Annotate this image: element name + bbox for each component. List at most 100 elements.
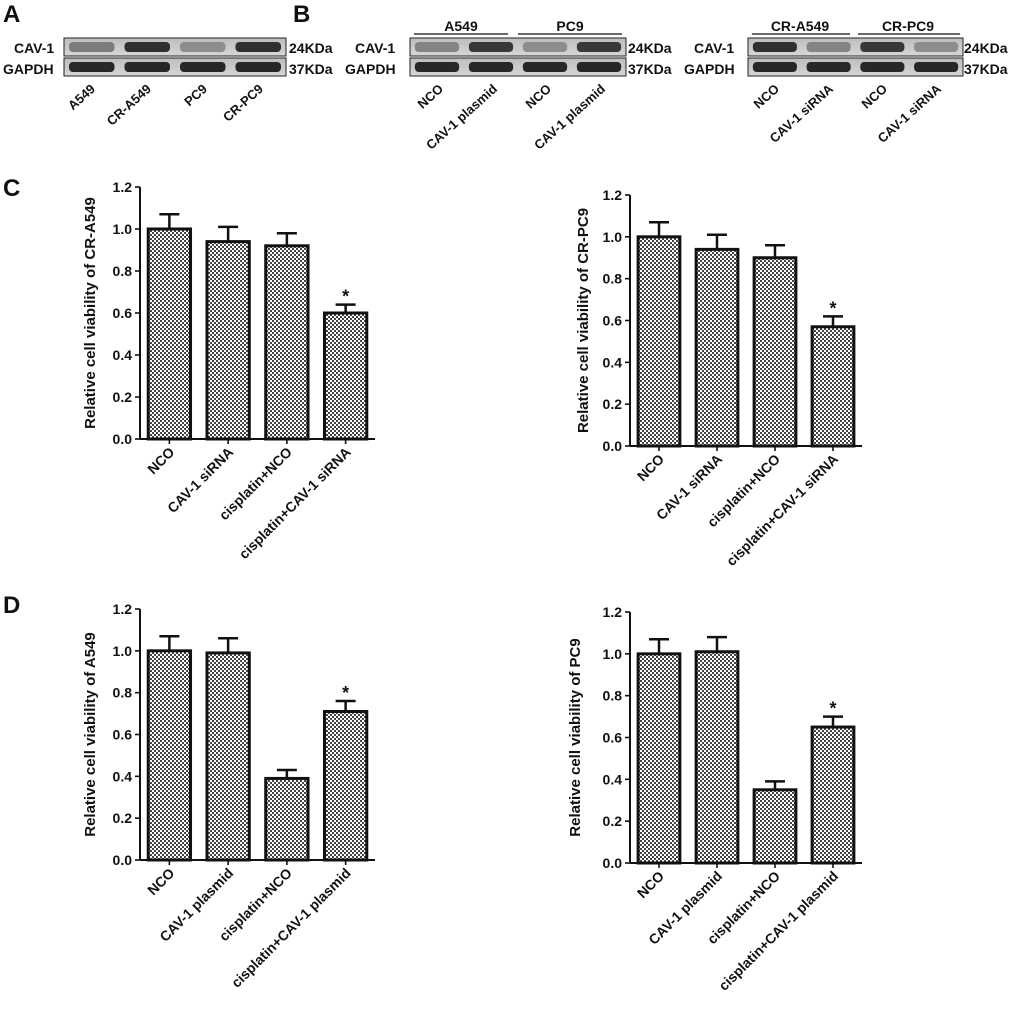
panel-label-a: A: [3, 1, 20, 28]
c_right-ytick-label-4: 0.8: [603, 271, 623, 287]
blot-b-left-cav1-band-1: [414, 41, 460, 53]
blot-b-left-row-label-cav1: CAV-1: [355, 40, 395, 56]
c_left-ytick-label-2: 0.4: [113, 347, 133, 363]
d_right-significance-4: *: [829, 699, 836, 719]
c_left-ytick-label-0: 0.0: [113, 431, 133, 447]
d_left-ytick-label-4: 0.8: [113, 685, 133, 701]
chart-c-left: 0.0 0.2 0.4 0.6 0.8 1.0 1.2 Relative cell viabi…: [82, 179, 375, 562]
d_right-bar-4: [810, 725, 856, 865]
blot-b-left-row-label-gapdh: GAPDH: [345, 61, 396, 77]
c_right-bar-1: [636, 235, 682, 448]
d_left-ytick-label-2: 0.4: [113, 768, 133, 784]
c_right-bar-4: [810, 325, 856, 448]
blot-b-right: CR-A549 CR-PC9 CAV-1 GAPDH 24KDa 37KDa N…: [684, 18, 1008, 146]
c_right-ytick-label-1: 0.2: [603, 396, 623, 412]
blot-b-right-gapdh-band-2: [806, 61, 851, 73]
c_left-category-4: cisplatin+CAV-1 siRNA: [236, 444, 354, 562]
d_right-ytick-label-5: 1.0: [603, 646, 623, 662]
blot-b-left-gapdh-band-4: [576, 61, 622, 73]
blot-b-left-group-2: PC9: [556, 18, 583, 34]
c_right-ytick-label-0: 0.0: [603, 438, 623, 454]
blot-a-row-label-gapdh: GAPDH: [3, 61, 54, 77]
c_right-bar-2: [694, 247, 740, 448]
blot-b-right-strip-cav1: [747, 37, 964, 57]
c_right-ylabel: Relative cell viability of CR-PC9: [575, 208, 592, 433]
blot-a-gapdh-band-4: [235, 61, 282, 73]
blot-b-left-cav1-band-2: [468, 41, 514, 53]
blot-b-left-gapdh-band-3: [522, 61, 568, 73]
blot-b-right-cav1-band-4: [914, 41, 959, 53]
c_left-significance-4: *: [342, 287, 349, 307]
blot-b-left-gapdh-band-1: [414, 61, 460, 73]
c_left-ylabel: Relative cell viability of CR-A549: [82, 197, 99, 429]
c_right-category-1: NCO: [634, 451, 667, 484]
c_left-ytick-label-3: 0.6: [113, 305, 133, 321]
blot-b-right-lane-1: NCO: [751, 81, 783, 111]
blot-b-right-row-label-cav1: CAV-1: [694, 40, 734, 56]
c_left-ytick-label-5: 1.0: [113, 221, 133, 237]
blot-a-row-label-cav1: CAV-1: [14, 40, 54, 56]
blot-b-right-group-2: CR-PC9: [882, 18, 934, 34]
blot-b-right-gapdh-band-4: [914, 61, 959, 73]
blot-a-gapdh-band-3: [179, 61, 226, 73]
blot-b-left-mw-24: 24KDa: [628, 40, 672, 56]
blot-b-right-group-1: CR-A549: [771, 18, 830, 34]
d_right-bar-2: [694, 650, 740, 865]
blot-a-gapdh-band-2: [124, 61, 171, 73]
c_right-ytick-label-2: 0.4: [603, 354, 623, 370]
blot-b-left-cav1-band-3: [522, 41, 568, 53]
d_left-category-4: cisplatin+CAV-1 plasmid: [228, 865, 354, 991]
blot-b-right-gapdh-band-1: [752, 61, 797, 73]
blot-b-right-lane-3: NCO: [859, 81, 891, 111]
blot-b-right-row-label-gapdh: GAPDH: [684, 61, 735, 77]
blot-a-lane-4: CR-PC9: [220, 81, 266, 125]
d_left-category-1: NCO: [144, 865, 177, 898]
d_right-ytick-label-4: 0.8: [603, 688, 623, 704]
blot-b-left-lane-1: NCO: [415, 81, 447, 111]
blot-b-left-lane-3: NCO: [523, 81, 555, 111]
c_left-ytick-label-6: 1.2: [113, 179, 133, 195]
blot-a-gapdh-band-1: [68, 61, 115, 73]
panel-label-b: B: [293, 1, 310, 28]
d_left-bar-4: [322, 709, 369, 862]
blot-a-lane-1: A549: [65, 81, 98, 113]
c_right-category-4: cisplatin+CAV-1 siRNA: [723, 451, 841, 569]
d_left-ylabel: Relative cell viability of A549: [82, 632, 99, 837]
chart-d-left: 0.0 0.2 0.4 0.6 0.8 1.0 1.2 Relative cell viabi…: [82, 601, 375, 991]
d_right-ylabel: Relative cell viability of PC9: [567, 638, 584, 836]
blot-a-cav1-band-3: [179, 41, 226, 53]
blot-b-right-strip-gapdh: [747, 57, 964, 77]
blot-b-right-cav1-band-2: [806, 41, 851, 53]
blot-b-right-gapdh-band-3: [860, 61, 905, 73]
blot-b-right-cav1-band-1: [752, 41, 797, 53]
d_left-ytick-label-1: 0.2: [113, 810, 133, 826]
d_left-bar-2: [205, 651, 251, 862]
c_right-ytick-label-6: 1.2: [603, 187, 623, 203]
d_left-bar-1: [146, 649, 193, 862]
d_right-ytick-label-3: 0.6: [603, 730, 623, 746]
d_right-category-1: NCO: [634, 868, 667, 901]
blot-b-right-cav1-band-3: [860, 41, 905, 53]
d_right-ytick-label-0: 0.0: [603, 855, 623, 871]
blot-a-strip-cav1: [63, 37, 287, 57]
d_left-bar-3: [264, 776, 310, 862]
blot-b-left-strip-gapdh: [409, 57, 627, 77]
blot-b-left-strip-cav1: [409, 37, 627, 57]
blot-a-strip-gapdh: [63, 57, 287, 77]
d_left-ytick-label-6: 1.2: [113, 601, 133, 617]
c_left-bar-3: [264, 244, 310, 441]
blot-a: CAV-1 GAPDH 24KDa 37KDa A549 CR-A549 PC9…: [3, 37, 333, 128]
c_right-bar-3: [752, 256, 798, 448]
d_left-ytick-label-0: 0.0: [113, 852, 133, 868]
d_right-ytick-label-1: 0.2: [603, 813, 623, 829]
blot-b-left-group-1: A549: [444, 18, 478, 34]
chart-c-right: 0.0 0.2 0.4 0.6 0.8 1.0 1.2 Relative cell viabi…: [575, 187, 862, 569]
c_right-ytick-label-5: 1.0: [603, 229, 623, 245]
d_right-bar-3: [752, 788, 798, 865]
c_left-ytick-label-4: 0.8: [113, 263, 133, 279]
c_right-significance-4: *: [829, 298, 836, 318]
panel-label-d: D: [3, 592, 20, 619]
blot-a-cav1-band-4: [235, 41, 282, 53]
